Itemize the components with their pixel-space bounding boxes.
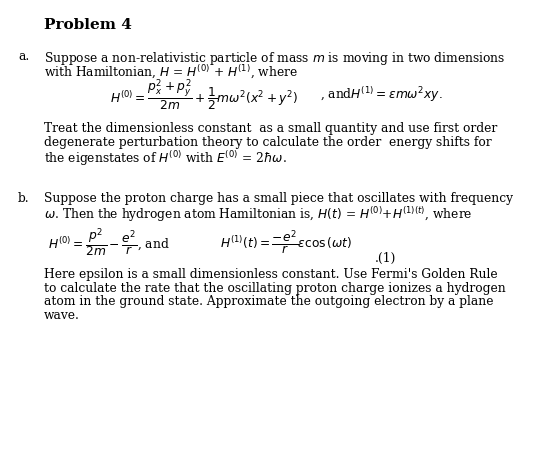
Text: $H^{(1)}(t) = \dfrac{-e^2}{r}\epsilon \cos\left(\omega t\right)$: $H^{(1)}(t) = \dfrac{-e^2}{r}\epsilon \c… <box>220 229 352 257</box>
Text: , and$H^{(1)} = \epsilon m\omega^2 xy.$: , and$H^{(1)} = \epsilon m\omega^2 xy.$ <box>320 85 443 105</box>
Text: $\omega$. Then the hydrogen atom Hamiltonian is, $H(t)$ = $H^{(0)}$+$H^{(1)(t)}$: $\omega$. Then the hydrogen atom Hamilto… <box>44 205 472 224</box>
Text: the eigenstates of $H^{(0)}$ with $E^{(0)}$ = 2$\hbar\omega$.: the eigenstates of $H^{(0)}$ with $E^{(0… <box>44 149 287 168</box>
Text: Here epsilon is a small dimensionless constant. Use Fermi's Golden Rule: Here epsilon is a small dimensionless co… <box>44 268 498 281</box>
Text: with Hamiltonian, $H$ = $H^{(0)}$ + $H^{(1)}$, where: with Hamiltonian, $H$ = $H^{(0)}$ + $H^{… <box>44 63 298 81</box>
Text: .(1): .(1) <box>375 252 396 265</box>
Text: Suppose a non-relativistic particle of mass $m$ is moving in two dimensions: Suppose a non-relativistic particle of m… <box>44 50 505 67</box>
Text: wave.: wave. <box>44 309 80 322</box>
Text: Treat the dimensionless constant  as a small quantity and use first order: Treat the dimensionless constant as a sm… <box>44 122 497 135</box>
Text: Problem 4: Problem 4 <box>44 18 132 32</box>
Text: degenerate perturbation theory to calculate the order  energy shifts for: degenerate perturbation theory to calcul… <box>44 136 492 149</box>
Text: Suppose the proton charge has a small piece that oscillates with frequency: Suppose the proton charge has a small pi… <box>44 192 513 205</box>
Text: atom in the ground state. Approximate the outgoing electron by a plane: atom in the ground state. Approximate th… <box>44 295 494 308</box>
Text: to calculate the rate that the oscillating proton charge ionizes a hydrogen: to calculate the rate that the oscillati… <box>44 281 506 295</box>
Text: b.: b. <box>18 192 30 205</box>
Text: $H^{(0)} = \dfrac{p_x^2 + p_y^2}{2m} + \dfrac{1}{2}m\omega^2(x^2 + y^2)$: $H^{(0)} = \dfrac{p_x^2 + p_y^2}{2m} + \… <box>110 77 298 113</box>
Text: $H^{(0)} = \dfrac{p^2}{2m} - \dfrac{e^2}{r}$, and: $H^{(0)} = \dfrac{p^2}{2m} - \dfrac{e^2}… <box>48 227 170 259</box>
Text: a.: a. <box>18 50 29 63</box>
